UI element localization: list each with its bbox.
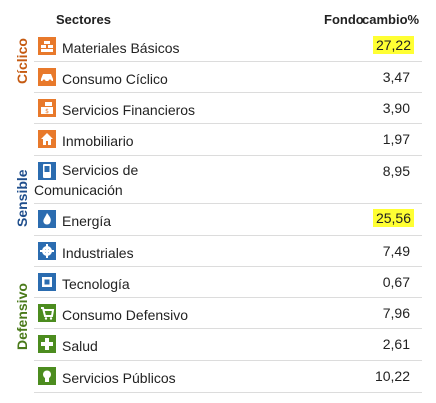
phone-icon bbox=[38, 162, 56, 180]
sector-row-publicos: Servicios Públicos 10,22 bbox=[34, 361, 422, 393]
materials-icon bbox=[38, 37, 56, 55]
sector-value: 2,61 bbox=[382, 336, 410, 352]
header-sectores: Sectores bbox=[56, 12, 111, 27]
sector-row-inmobiliario: Inmobiliario 1,97 bbox=[34, 124, 422, 156]
car-icon bbox=[38, 68, 56, 86]
sector-row-consumo-defensivo: Consumo Defensivo 7,96 bbox=[34, 298, 422, 329]
sector-label: Salud bbox=[62, 338, 98, 354]
cart-icon bbox=[38, 304, 56, 322]
gear-icon bbox=[38, 242, 56, 260]
sector-label: Inmobiliario bbox=[62, 133, 134, 149]
sector-value: 7,96 bbox=[382, 305, 410, 321]
sector-value: 27,22 bbox=[372, 36, 414, 54]
sector-row-salud: Salud 2,61 bbox=[34, 329, 422, 361]
house-icon bbox=[38, 130, 56, 148]
sector-value: 3,47 bbox=[382, 69, 410, 85]
table-header: Sectores Fondo cambio% bbox=[0, 8, 436, 30]
group-label-ciclico: Cíclico bbox=[14, 38, 30, 84]
sector-value: 25,56 bbox=[372, 209, 414, 227]
group-label-sensible: Sensible bbox=[14, 169, 30, 227]
sector-label: Servicios Financieros bbox=[62, 102, 196, 118]
svg-text:$: $ bbox=[45, 108, 49, 115]
group-label-defensivo: Defensivo bbox=[14, 283, 30, 351]
chip-icon bbox=[38, 273, 56, 291]
sector-value: 0,67 bbox=[382, 274, 410, 290]
health-cross-icon bbox=[38, 335, 56, 353]
sector-label: Industriales bbox=[62, 245, 134, 261]
sector-row-consumo-ciclico: Consumo Cíclico 3,47 bbox=[34, 62, 422, 93]
bulb-icon bbox=[38, 367, 56, 385]
group-ciclico: Cíclico bbox=[14, 32, 34, 156]
sector-label: Consumo Defensivo bbox=[62, 307, 189, 323]
header-fondo: Fondo bbox=[324, 12, 364, 27]
sector-value: 8,95 bbox=[382, 163, 410, 179]
sector-label: Consumo Cíclico bbox=[62, 71, 168, 87]
finance-icon: $ bbox=[38, 99, 56, 117]
sector-value: 10,22 bbox=[374, 368, 410, 384]
sector-label: Servicios Públicos bbox=[62, 370, 176, 386]
sector-label: Materiales Básicos bbox=[62, 40, 180, 56]
sector-value: 1,97 bbox=[382, 131, 410, 147]
sector-row-comunicacion: Servicios de Comunicación 8,95 bbox=[34, 156, 422, 204]
group-defensivo: Defensivo bbox=[14, 266, 34, 396]
group-sensible: Sensible bbox=[14, 156, 34, 266]
sector-row-financieros: $ Servicios Financieros 3,90 bbox=[34, 93, 422, 124]
header-cambio: cambio% bbox=[362, 12, 420, 27]
sector-value: 3,90 bbox=[382, 100, 410, 116]
sector-row-materiales: Materiales Básicos 27,22 bbox=[34, 31, 422, 62]
sector-row-energia: Energía 25,56 bbox=[34, 204, 422, 236]
sector-label: Tecnología bbox=[62, 276, 130, 292]
sector-value: 7,49 bbox=[382, 243, 410, 259]
flame-icon bbox=[38, 210, 56, 228]
sector-label: Servicios de Comunicación bbox=[34, 162, 139, 198]
sector-row-tecnologia: Tecnología 0,67 bbox=[34, 267, 422, 298]
sector-row-industriales: Industriales 7,49 bbox=[34, 236, 422, 267]
sector-label: Energía bbox=[62, 213, 112, 229]
